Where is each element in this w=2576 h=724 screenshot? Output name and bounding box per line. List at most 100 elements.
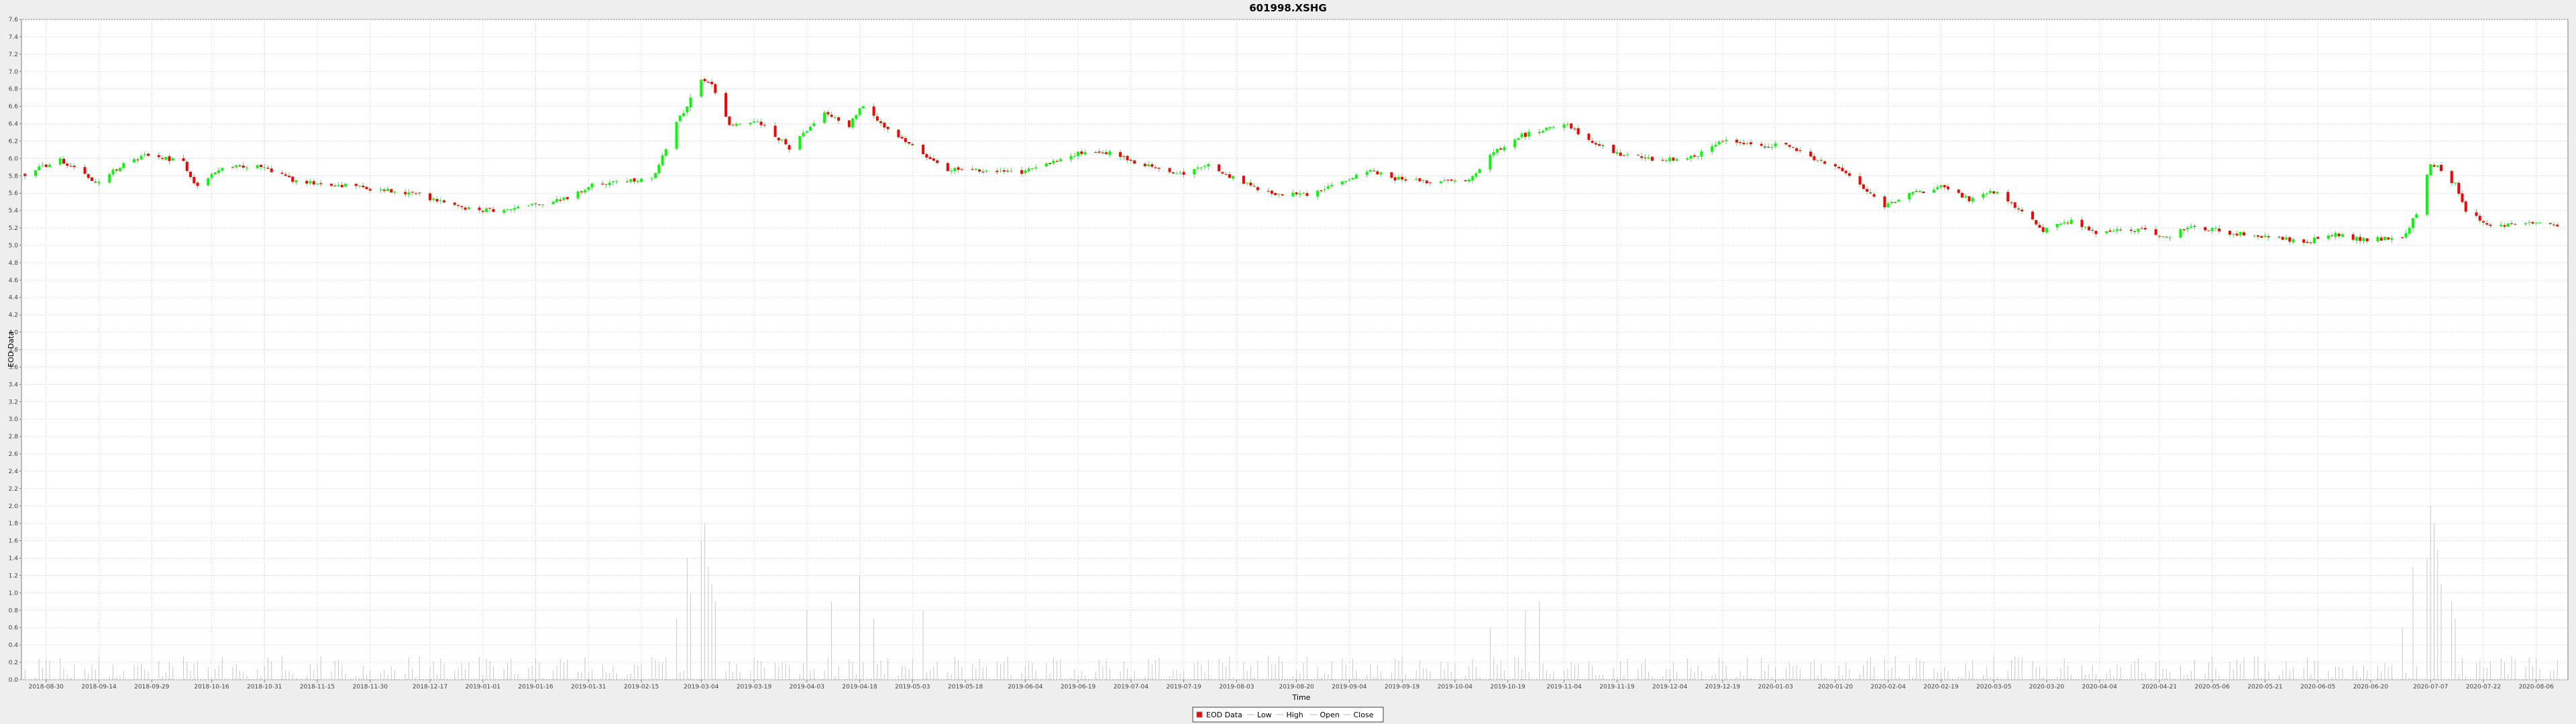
candle-body xyxy=(1538,132,1541,133)
candle-body xyxy=(2091,229,2094,231)
y-tick-label: 2.4 xyxy=(9,469,19,475)
candle-body xyxy=(260,164,263,167)
candle-body xyxy=(812,123,816,126)
candle-body xyxy=(1749,142,1752,145)
candle-body xyxy=(604,184,608,186)
candle-body xyxy=(1242,176,1245,184)
x-tick-label: 2020-03-20 xyxy=(2029,684,2065,690)
y-tick-label: 3.0 xyxy=(9,416,19,423)
candle-body xyxy=(196,182,199,186)
candle-body xyxy=(2232,234,2235,235)
candle-body xyxy=(1049,163,1052,164)
candle-body xyxy=(1872,194,1876,197)
candle-body xyxy=(1503,147,1506,151)
candle-body xyxy=(340,184,343,188)
candle-body xyxy=(1401,176,1404,180)
candle-body xyxy=(1354,174,1358,179)
candle-body xyxy=(1330,184,1334,186)
candle-body xyxy=(1996,192,1999,194)
candle-body xyxy=(157,155,160,158)
candle-body xyxy=(1270,190,1273,194)
x-tick-label: 2019-01-31 xyxy=(571,684,606,690)
candle-body xyxy=(415,193,418,194)
x-tick-label: 2020-07-22 xyxy=(2466,684,2501,690)
candle-body xyxy=(555,198,559,202)
candle-body xyxy=(2390,238,2394,240)
x-tick-label: 2018-11-15 xyxy=(300,684,335,690)
candle-body xyxy=(629,179,633,182)
candle-body xyxy=(773,125,777,137)
candle-body xyxy=(1957,189,1960,193)
candle-body xyxy=(855,115,858,119)
candle-body xyxy=(2006,192,2010,202)
candle-body xyxy=(263,167,266,168)
candle-body xyxy=(1404,179,1407,181)
candle-body xyxy=(777,137,780,141)
candle-body xyxy=(1788,145,1791,147)
candle-body xyxy=(2330,235,2334,237)
candle-body xyxy=(608,182,611,185)
x-tick-label: 2019-05-18 xyxy=(948,684,983,690)
candle-body xyxy=(1527,131,1531,137)
candle-body xyxy=(382,189,386,191)
candle-body xyxy=(823,112,826,123)
y-tick-label: 3.8 xyxy=(9,347,19,354)
x-tick-label: 2019-03-04 xyxy=(684,684,719,690)
y-tick-label: 3.2 xyxy=(9,399,18,406)
candle-body xyxy=(900,137,904,139)
candle-body xyxy=(2387,237,2390,240)
candle-body xyxy=(1721,141,1724,142)
candle-body xyxy=(703,78,706,82)
candle-body xyxy=(291,176,294,182)
candle-body xyxy=(1833,164,1837,167)
candle-body xyxy=(231,167,235,168)
candle-body xyxy=(1150,164,1154,167)
candle-body xyxy=(1274,192,1277,195)
candle-body xyxy=(541,204,545,206)
y-axis-label: EOD Data xyxy=(7,331,15,367)
candle-body xyxy=(404,192,407,194)
candle-body xyxy=(1168,168,1171,172)
candle-body xyxy=(2045,228,2048,233)
candle-body xyxy=(1171,172,1175,174)
candle-body xyxy=(2161,236,2165,237)
candle-body xyxy=(241,166,245,168)
candle-body xyxy=(1576,128,1580,135)
candle-body xyxy=(182,158,185,162)
candle-body xyxy=(2105,231,2108,233)
x-tick-label: 2019-09-19 xyxy=(1385,684,1420,690)
candle-body xyxy=(1566,124,1569,125)
y-tick-label: 1.6 xyxy=(9,538,19,545)
candle-body xyxy=(2263,235,2267,237)
candle-body xyxy=(1650,156,1654,161)
candle-body xyxy=(1725,139,1728,141)
candle-body xyxy=(1249,182,1252,186)
candle-body xyxy=(2179,229,2182,238)
y-tick-label: 6.8 xyxy=(9,86,19,93)
x-axis: 2018-08-30 2018-09-14 2018-09-29 2018-10-16… xyxy=(29,680,2554,690)
candle-body xyxy=(580,191,583,192)
candle-body xyxy=(689,97,692,108)
candle-body xyxy=(337,185,340,186)
candle-body xyxy=(23,174,27,176)
candle-body xyxy=(2404,233,2408,238)
x-tick-label: 2019-06-04 xyxy=(1008,684,1043,690)
candle-body xyxy=(2186,227,2189,230)
candle-body xyxy=(2302,239,2306,243)
x-tick-label: 2020-06-05 xyxy=(2300,684,2335,690)
candle-body xyxy=(2524,223,2527,225)
candle-body xyxy=(1474,173,1478,177)
candle-body xyxy=(957,167,960,170)
candle-body xyxy=(1323,189,1326,190)
candle-body xyxy=(1122,156,1126,158)
x-tick-label: 2018-08-30 xyxy=(29,684,64,690)
legend-label: High xyxy=(1287,711,1303,719)
candle-body xyxy=(1693,155,1696,157)
candle-body xyxy=(714,84,717,93)
candle-body xyxy=(1869,192,1872,194)
candle-body xyxy=(2326,235,2330,239)
candle-body xyxy=(1918,190,1921,192)
candle-body xyxy=(189,172,193,178)
candle-body xyxy=(1964,196,1968,198)
candle-body xyxy=(837,117,841,121)
